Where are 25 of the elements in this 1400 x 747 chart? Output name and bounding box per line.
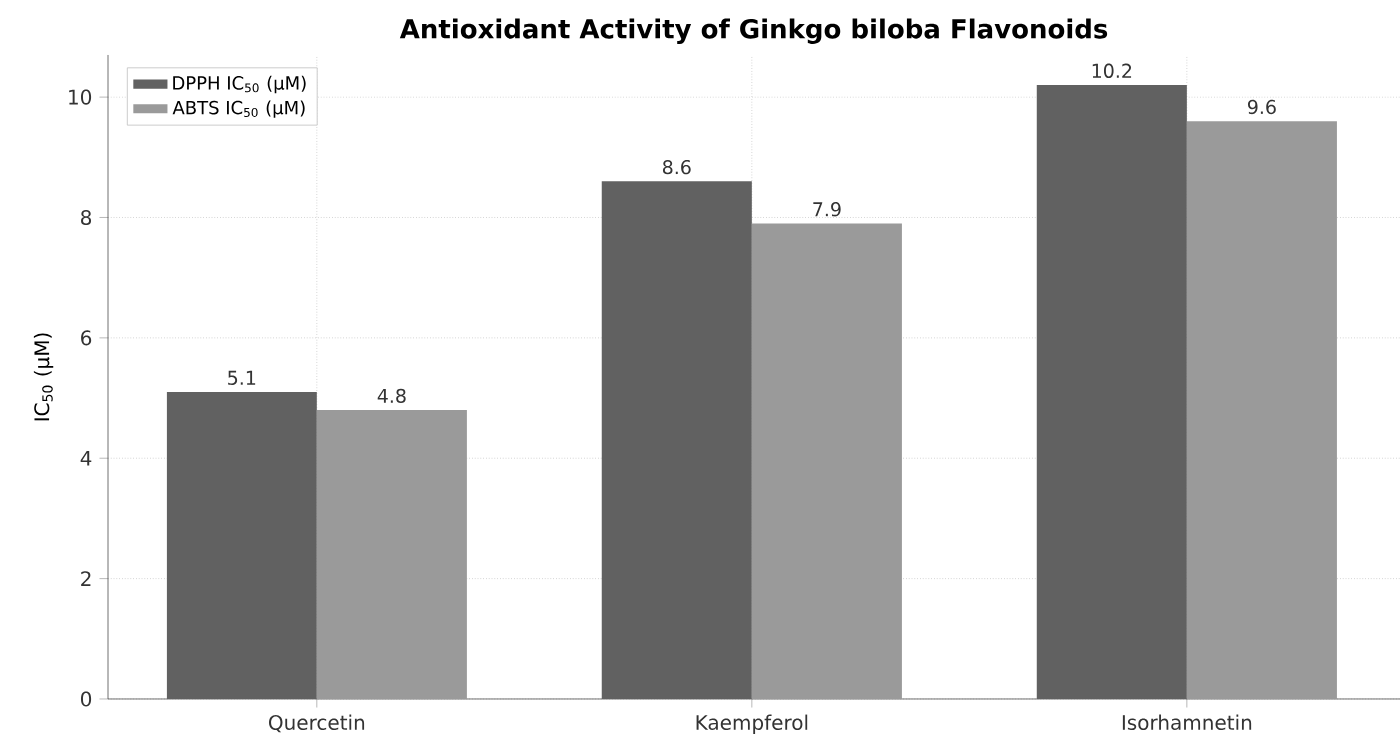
chart-title: Antioxidant Activity of Ginkgo biloba Flavonoids <box>399 18 1108 44</box>
bar <box>751 223 902 699</box>
legend-label: ABTS IC$_{50}$ (µM) <box>172 100 305 118</box>
data-label: 5.1 <box>228 370 256 385</box>
data-label: 9.6 <box>1247 99 1276 115</box>
x-tick-label: Isorhamnetin <box>1122 714 1252 731</box>
y-tick-label: 4 <box>80 450 92 466</box>
y-tick-label: 0 <box>81 691 92 707</box>
bar <box>1036 85 1187 699</box>
y-axis-title: IC$_{50}$ (µM) <box>33 333 54 421</box>
data-label: 8.6 <box>662 159 691 175</box>
y-tick-label: 8 <box>81 209 92 226</box>
legend-label: DPPH IC$_{50}$ (µM) <box>173 75 306 94</box>
bar <box>316 410 467 699</box>
y-tick-label: 10 <box>69 89 92 105</box>
bar <box>166 392 317 699</box>
bar <box>601 181 752 699</box>
x-tick-label: Quercetin <box>269 714 365 733</box>
x-tick-label: Kaempferol <box>696 714 808 734</box>
y-tick-label: 6 <box>81 330 92 346</box>
bar <box>1186 121 1337 699</box>
data-label: 10.2 <box>1092 63 1132 79</box>
data-label: 4.8 <box>377 388 406 404</box>
y-tick-label: 2 <box>81 571 91 587</box>
data-label: 7.9 <box>813 202 841 217</box>
